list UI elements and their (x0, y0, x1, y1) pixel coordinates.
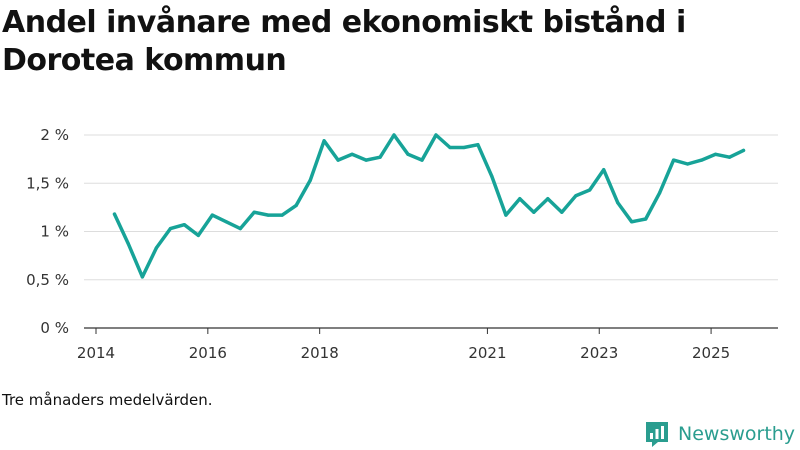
data-point (336, 158, 340, 162)
data-point (112, 212, 117, 216)
y-tick-label: 0 % (40, 319, 69, 337)
data-point (224, 220, 228, 224)
data-point (280, 213, 284, 217)
x-axis: 2014 2016 2018 2021 2023 2025 (77, 327, 778, 362)
data-point (294, 203, 298, 207)
data-point (672, 158, 676, 162)
data-point (406, 152, 410, 156)
data-point (504, 213, 508, 217)
data-point (741, 148, 746, 152)
chart-title: Andel invånare med ekonomiskt bistånd i … (2, 5, 686, 78)
brand-name: Newsworthy (678, 423, 796, 445)
data-point (630, 220, 634, 224)
data-point (616, 201, 620, 205)
x-tick-label: 2025 (692, 344, 730, 362)
footnote: Tre månaders medelvärden. (2, 391, 213, 409)
series-layer (112, 133, 746, 279)
data-point (140, 275, 144, 279)
data-point (490, 174, 494, 179)
newsworthy-logo-icon (646, 422, 668, 447)
data-point (462, 145, 466, 150)
data-point (588, 188, 592, 192)
data-point (727, 155, 732, 159)
data-point (700, 158, 704, 162)
data-point (168, 227, 172, 231)
data-point (392, 133, 396, 137)
data-point (252, 210, 256, 214)
data-point (532, 210, 536, 214)
data-point (518, 197, 522, 201)
x-tick-label: 2021 (468, 344, 506, 362)
data-point (420, 158, 424, 162)
data-point (658, 191, 662, 195)
x-tick-label: 2016 (189, 344, 227, 362)
data-point (154, 246, 158, 250)
y-axis-labels: 0 % 0,5 % 1 % 1,5 % 2 % (26, 126, 69, 337)
data-point (644, 217, 648, 221)
data-point (182, 223, 186, 227)
data-point (308, 178, 312, 182)
data-point (574, 194, 578, 198)
data-point (476, 143, 480, 147)
brand-logo: Newsworthy (644, 420, 795, 448)
data-point (448, 145, 452, 150)
data-point (560, 210, 564, 214)
data-point (238, 227, 242, 231)
data-point (210, 213, 214, 217)
data-point (196, 233, 200, 237)
data-point (378, 155, 382, 159)
y-tick-label: 2 % (40, 126, 69, 144)
data-point (602, 168, 606, 172)
series-line (112, 133, 746, 279)
data-point (364, 158, 368, 162)
data-point (714, 152, 718, 156)
data-point (322, 139, 326, 143)
y-tick-label: 1 % (40, 223, 69, 241)
data-point (266, 213, 270, 217)
data-point (350, 152, 354, 156)
x-tick-label: 2014 (77, 344, 115, 362)
data-point (686, 162, 690, 166)
x-tick-label: 2023 (580, 344, 618, 362)
data-point (546, 197, 550, 201)
data-point (126, 242, 130, 246)
grid-lines (84, 134, 778, 281)
y-tick-label: 0,5 % (26, 271, 69, 289)
line-chart: 0 % 0,5 % 1 % 1,5 % 2 % 2014 2016 2018 2021 2023… (26, 126, 778, 362)
x-tick-label: 2018 (301, 344, 339, 362)
y-tick-label: 1,5 % (26, 174, 69, 192)
data-point (434, 133, 438, 137)
